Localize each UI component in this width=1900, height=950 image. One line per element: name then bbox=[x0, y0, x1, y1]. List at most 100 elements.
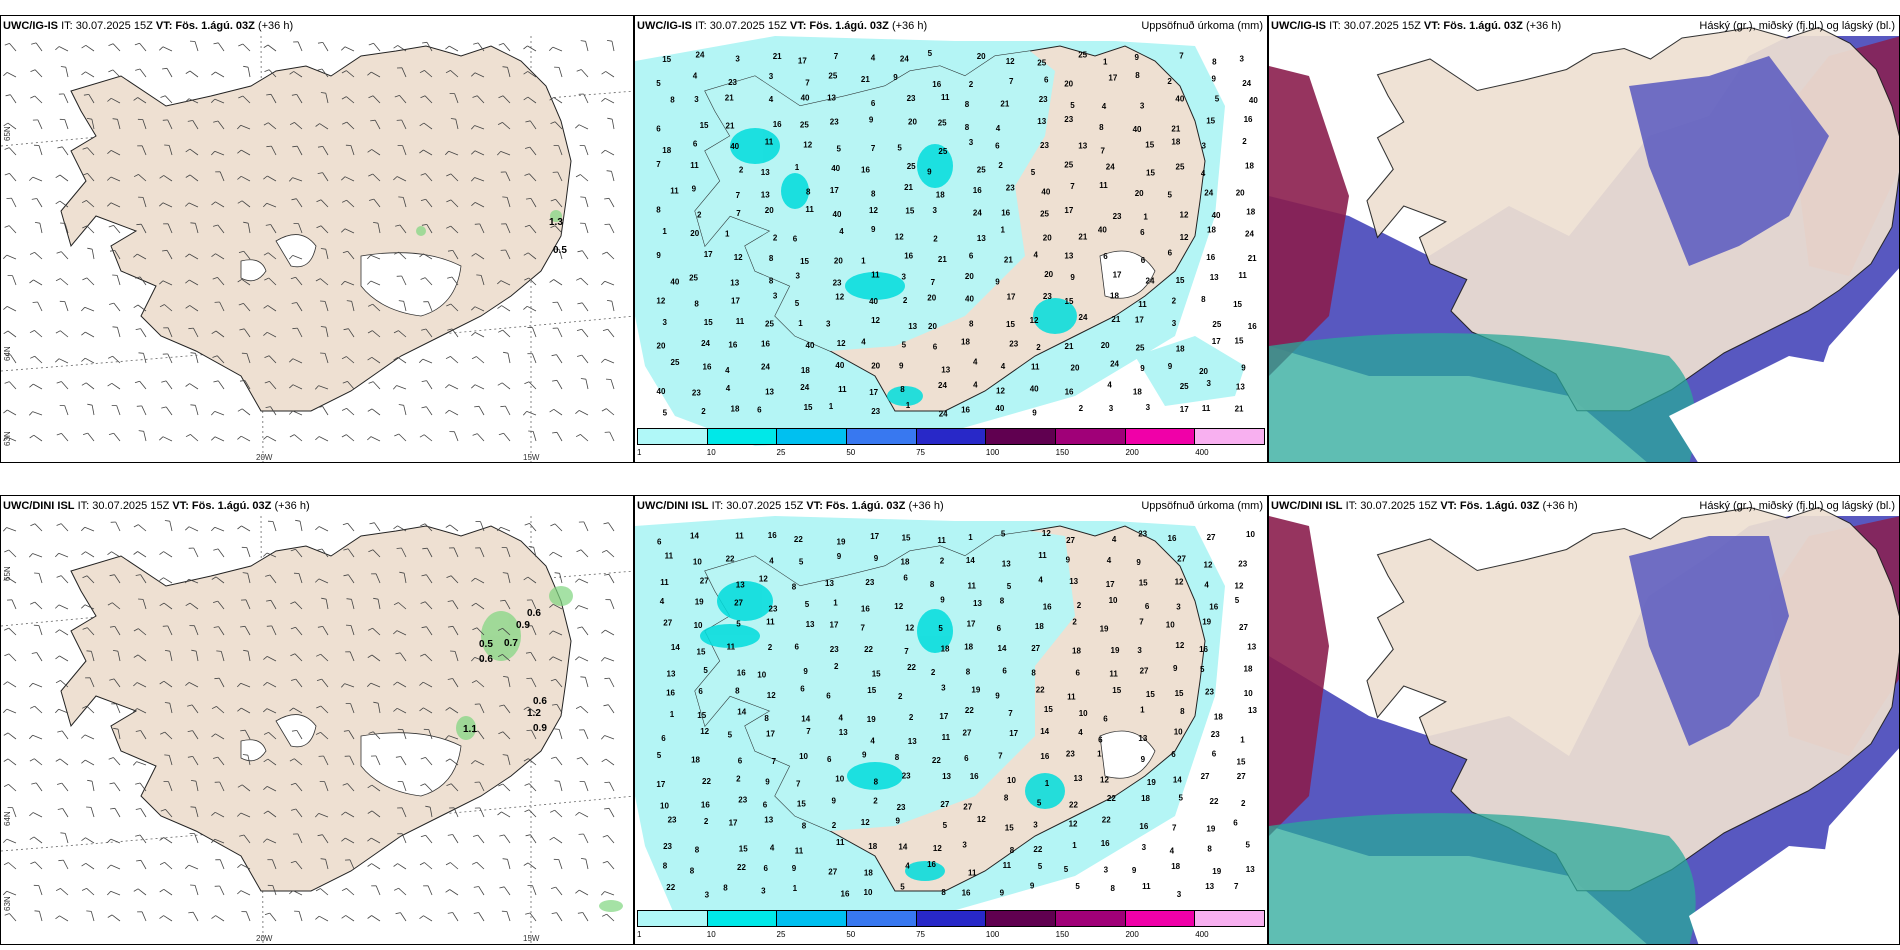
wind-barb bbox=[449, 524, 459, 532]
precip-value-label: 22 bbox=[737, 863, 746, 872]
wind-barb-flag bbox=[3, 838, 8, 843]
wind-barb-flag bbox=[395, 912, 401, 915]
wind-barb-flag bbox=[575, 656, 580, 661]
precip-value-label: 20 bbox=[927, 294, 936, 303]
wind-barb-flag bbox=[368, 42, 374, 46]
precip-value-label: 9 bbox=[1241, 363, 1246, 372]
wind-barb-flag bbox=[160, 731, 165, 735]
precip-value-label: 5 bbox=[663, 409, 668, 418]
wind-barb bbox=[370, 436, 381, 442]
precip-value-label: 23 bbox=[833, 278, 842, 287]
wind-barb bbox=[162, 280, 173, 286]
precip-value-label: 24 bbox=[1242, 79, 1251, 88]
wind-barb-flag bbox=[185, 253, 190, 258]
wind-barb bbox=[296, 730, 303, 740]
precip-value-label: 40 bbox=[869, 297, 878, 306]
colorbar-segment bbox=[1195, 429, 1265, 444]
wind-barb bbox=[195, 223, 199, 234]
precip-value-label: 16 bbox=[666, 689, 675, 698]
wind-barb-flag bbox=[159, 280, 164, 285]
wind-barb bbox=[507, 859, 511, 870]
wind-barb-flag bbox=[3, 122, 9, 127]
wind-barb-flag bbox=[576, 328, 582, 331]
wind-barb-flag bbox=[604, 197, 610, 200]
wind-barb-flag bbox=[498, 783, 504, 787]
wind-barb bbox=[532, 885, 537, 896]
wind-barb bbox=[448, 150, 459, 156]
wind-barb bbox=[8, 549, 17, 558]
wind-barb-flag bbox=[107, 914, 113, 918]
wind-barb bbox=[556, 912, 563, 922]
colorbar-tick-label: 75 bbox=[916, 930, 926, 939]
wind-barb-flag bbox=[243, 221, 249, 224]
wind-barb bbox=[189, 253, 199, 260]
wind-barb bbox=[9, 913, 17, 922]
wind-barb bbox=[89, 677, 95, 688]
wind-barb-flag bbox=[580, 676, 586, 678]
precip-value-label: 5 bbox=[1235, 596, 1240, 605]
wind-barb bbox=[60, 888, 69, 896]
precip-value-label: 25 bbox=[907, 162, 916, 171]
wind-barb bbox=[428, 729, 433, 740]
precip-value-label: 5 bbox=[1075, 882, 1080, 891]
wind-barb-flag bbox=[393, 602, 399, 606]
precip-value-label: 3 bbox=[1033, 820, 1038, 829]
wind-barb bbox=[113, 432, 121, 442]
wind-barb-flag bbox=[263, 681, 268, 686]
precip-value-label: 4 bbox=[973, 380, 978, 389]
precip-value-label: 2 bbox=[834, 662, 839, 671]
wind-barb bbox=[59, 174, 69, 182]
precip-value-label: 12 bbox=[869, 206, 878, 215]
wind-barb bbox=[606, 251, 615, 260]
wind-barb bbox=[215, 733, 225, 740]
precip-value-label: 16 bbox=[1101, 839, 1110, 848]
wind-barb bbox=[553, 408, 563, 416]
precip-value-label: 12 bbox=[1042, 529, 1051, 538]
wind-barb-flag bbox=[497, 811, 502, 816]
precip-value-label: 6 bbox=[1044, 76, 1049, 85]
precip-value-label: 22 bbox=[1102, 815, 1111, 824]
wind-barb bbox=[476, 95, 485, 104]
wind-barb-flag bbox=[135, 782, 141, 785]
wind-barb-flag bbox=[606, 170, 612, 172]
wind-barb-flag bbox=[500, 405, 506, 408]
precip-value-label: 5 bbox=[1179, 793, 1184, 802]
wind-barb-flag bbox=[243, 65, 249, 68]
precip-value-label: 12 bbox=[1175, 577, 1184, 586]
wind-barb bbox=[371, 408, 381, 416]
wind-barb-flag bbox=[242, 572, 248, 574]
wind-barb-flag bbox=[138, 430, 144, 432]
wind-barb bbox=[141, 911, 147, 922]
wind-barb bbox=[371, 71, 381, 78]
wind-barb-flag bbox=[422, 41, 428, 44]
precip-value-label: 12 bbox=[1175, 641, 1184, 650]
wind-barb-flag bbox=[447, 600, 453, 602]
precip-value-label: 24 bbox=[938, 381, 947, 390]
wind-barb-flag bbox=[4, 43, 10, 46]
wind-barb bbox=[9, 43, 17, 52]
precip-value-label: 22 bbox=[965, 706, 974, 715]
precip-value-label: 10 bbox=[660, 802, 669, 811]
wind-barb bbox=[479, 703, 485, 714]
precip-value-label: 1 bbox=[1045, 779, 1050, 788]
wind-barb bbox=[426, 406, 433, 416]
precip-value-label: 17 bbox=[1180, 405, 1189, 414]
precip-value-label: 5 bbox=[799, 558, 804, 567]
precip-value-label: 18 bbox=[691, 756, 700, 765]
precip-value-label: 2 bbox=[903, 296, 908, 305]
precip-value-label: 4 bbox=[1038, 576, 1043, 585]
precip-value-label: 17 bbox=[939, 712, 948, 721]
wind-barb bbox=[246, 547, 251, 558]
precip-value-label: 11 bbox=[1003, 861, 1012, 870]
wind-barb-flag bbox=[419, 681, 424, 686]
wind-barb-flag bbox=[185, 682, 190, 686]
colorbar-segment bbox=[916, 911, 987, 926]
wind-barb bbox=[241, 707, 251, 714]
wind-value-label: 0.6 bbox=[527, 608, 541, 619]
wind-barb bbox=[266, 708, 277, 714]
wind-barb-flag bbox=[575, 889, 580, 894]
wind-barb-flag bbox=[29, 434, 35, 439]
precip-value-label: 2 bbox=[739, 165, 744, 174]
precip-value-label: 14 bbox=[801, 715, 810, 724]
wind-barb bbox=[32, 411, 43, 416]
